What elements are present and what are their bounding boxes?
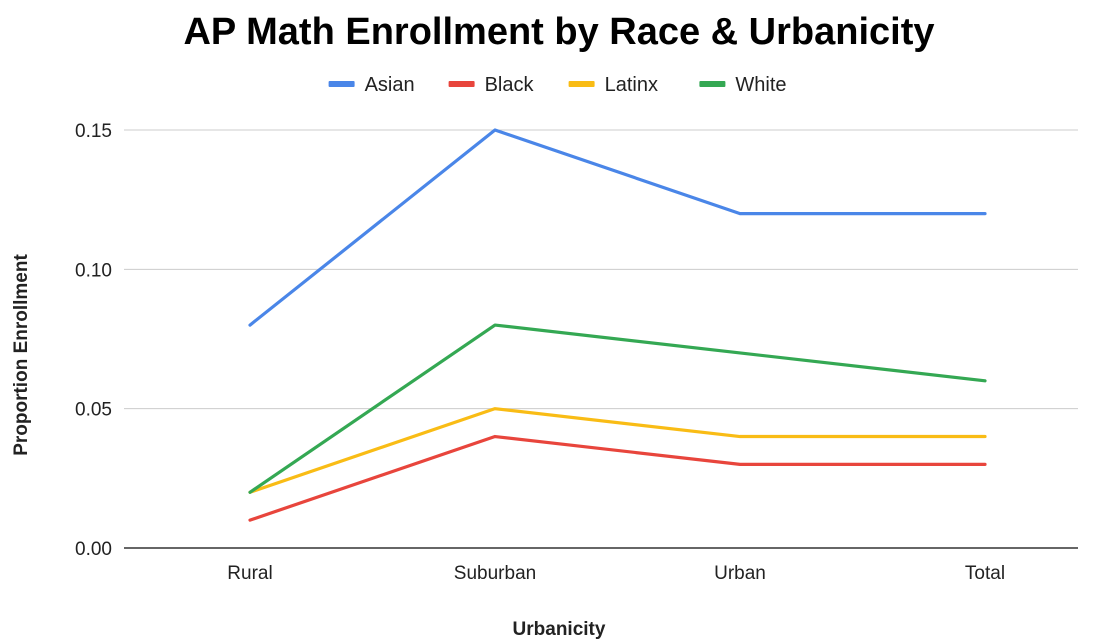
legend-label-asian: Asian <box>365 74 415 96</box>
y-tick-label: 0.15 <box>75 121 112 142</box>
series-line-latinx <box>248 407 987 494</box>
x-axis-title: Urbanicity <box>513 619 606 639</box>
legend-swatch-white <box>699 81 726 87</box>
y-axis-ticks: 0.00 0.05 0.10 0.15 <box>75 121 112 560</box>
chart-title: AP Math Enrollment by Race & Urbanicity <box>183 11 934 53</box>
x-tick-label: Rural <box>227 563 272 584</box>
series-line-asian <box>248 128 987 327</box>
series-line-black <box>248 434 987 522</box>
legend-swatch-latinx <box>568 81 595 87</box>
series-line-white <box>248 323 987 494</box>
y-tick-label: 0.10 <box>75 260 112 281</box>
gridlines <box>124 129 1078 549</box>
legend-label-white: White <box>735 74 786 96</box>
x-tick-label: Total <box>965 563 1005 584</box>
y-axis-title: Proportion Enrollment <box>11 254 32 456</box>
legend-swatch-black <box>448 81 475 87</box>
x-tick-label: Urban <box>714 563 766 584</box>
x-axis-ticks: Rural Suburban Urban Total <box>227 563 1005 584</box>
legend-label-latinx: Latinx <box>605 74 658 96</box>
legend: Asian Black Latinx White <box>328 74 787 96</box>
x-tick-label: Suburban <box>454 563 536 584</box>
legend-swatch-asian <box>328 81 355 87</box>
y-tick-label: 0.00 <box>75 539 112 560</box>
y-tick-label: 0.05 <box>75 400 112 421</box>
series-lines <box>248 128 987 522</box>
legend-label-black: Black <box>485 74 535 96</box>
